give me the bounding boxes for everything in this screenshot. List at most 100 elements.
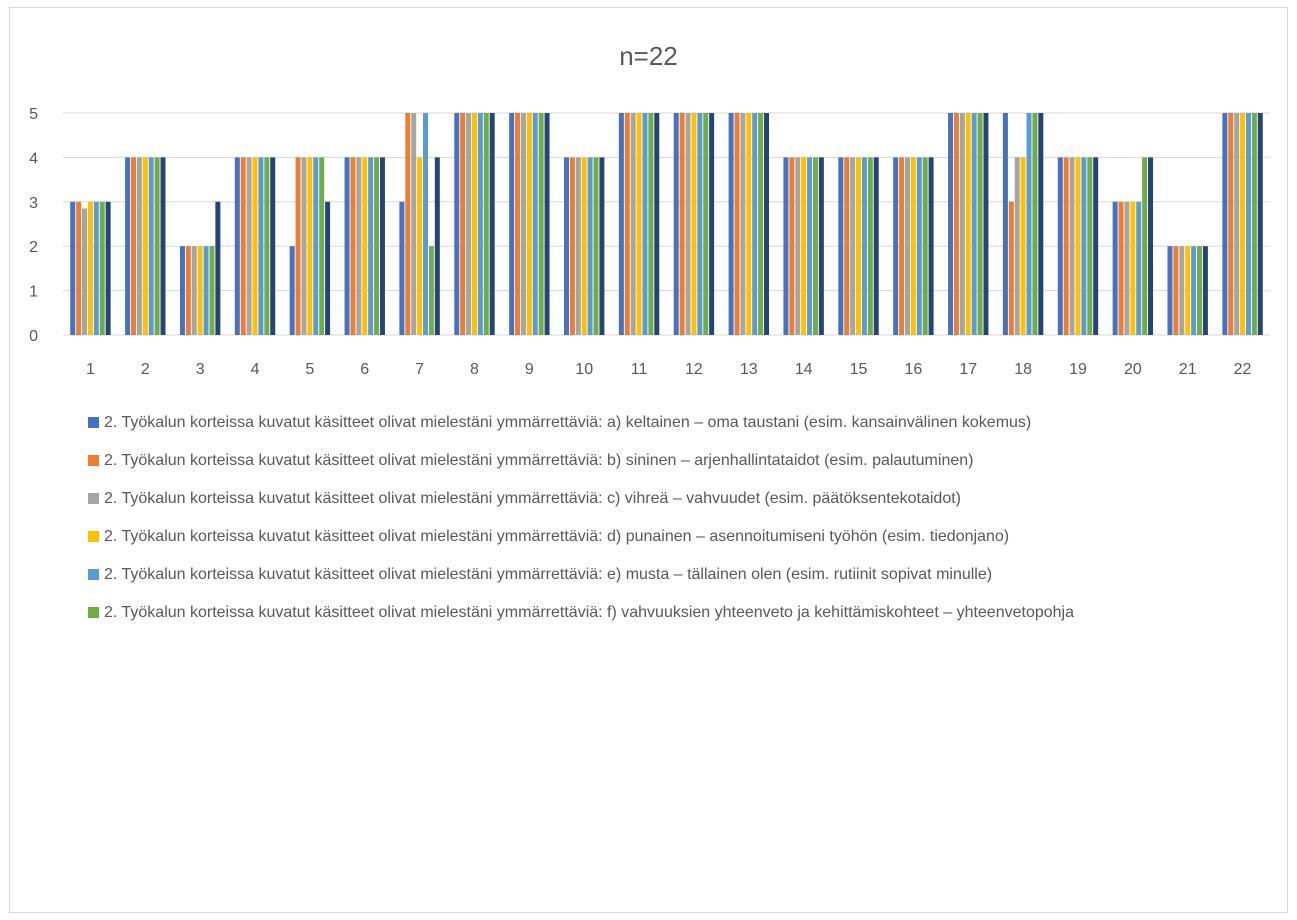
- bar: [209, 246, 215, 335]
- bar: [593, 157, 599, 335]
- bar: [477, 113, 483, 335]
- x-tick-label: 12: [685, 361, 703, 378]
- bar: [581, 157, 587, 335]
- bar: [959, 113, 965, 335]
- x-tick-label: 7: [415, 361, 424, 378]
- bar: [179, 246, 185, 335]
- bar: [812, 157, 818, 335]
- bar: [564, 157, 570, 335]
- legend-item: 2. Työkalun korteissa kuvatut käsitteet …: [88, 524, 1248, 549]
- bar: [1057, 157, 1063, 335]
- bar: [679, 113, 685, 335]
- bar: [1202, 246, 1208, 335]
- bar: [125, 157, 131, 335]
- bar: [185, 246, 191, 335]
- bar: [1032, 113, 1038, 335]
- bar: [374, 157, 380, 335]
- bar: [807, 157, 813, 335]
- bar: [1014, 157, 1020, 335]
- y-tick-label: 3: [29, 195, 38, 212]
- legend: 2. Työkalun korteissa kuvatut käsitteet …: [88, 410, 1248, 638]
- legend-item: 2. Työkalun korteissa kuvatut käsitteet …: [88, 410, 1248, 435]
- bar: [509, 113, 515, 335]
- y-tick-label: 4: [29, 150, 38, 167]
- bar: [423, 113, 429, 335]
- x-tick-label: 9: [525, 361, 534, 378]
- legend-swatch: [88, 607, 99, 618]
- bar: [489, 113, 495, 335]
- bar: [838, 157, 844, 335]
- bar: [1191, 246, 1197, 335]
- bar: [630, 113, 636, 335]
- bar: [856, 157, 862, 335]
- bar: [434, 157, 440, 335]
- bar: [1038, 113, 1044, 335]
- bar: [130, 157, 136, 335]
- bar: [411, 113, 417, 335]
- bar: [783, 157, 789, 335]
- bar: [624, 113, 630, 335]
- bar: [405, 113, 411, 335]
- bar: [93, 201, 99, 335]
- bar: [575, 157, 581, 335]
- bar: [916, 157, 922, 335]
- x-tick-label: 2: [141, 361, 150, 378]
- bar: [454, 113, 460, 335]
- bar: [515, 113, 521, 335]
- y-tick-label: 5: [29, 106, 38, 123]
- legend-swatch: [88, 569, 99, 580]
- bar: [1124, 201, 1130, 335]
- legend-label: 2. Työkalun korteissa kuvatut käsitteet …: [104, 452, 974, 469]
- bar: [252, 157, 258, 335]
- bar: [148, 157, 154, 335]
- bar: [417, 157, 423, 335]
- bar: [899, 157, 905, 335]
- bar: [399, 201, 405, 335]
- y-tick-label: 1: [29, 284, 38, 301]
- x-tick-label: 4: [251, 361, 260, 378]
- bar: [977, 113, 983, 335]
- legend-item: 2. Työkalun korteissa kuvatut käsitteet …: [88, 486, 1248, 511]
- bar: [965, 113, 971, 335]
- bar: [983, 113, 989, 335]
- bar: [691, 113, 697, 335]
- bar: [1093, 157, 1099, 335]
- bar: [258, 157, 264, 335]
- bar: [1136, 201, 1142, 335]
- bar: [70, 201, 76, 335]
- bar: [1118, 201, 1124, 335]
- bar: [861, 157, 867, 335]
- bar: [313, 157, 319, 335]
- bar: [87, 201, 93, 335]
- bar: [740, 113, 746, 335]
- bar: [246, 157, 252, 335]
- bar: [752, 113, 758, 335]
- bar: [728, 113, 734, 335]
- x-tick-label: 21: [1179, 361, 1197, 378]
- legend-label: 2. Työkalun korteissa kuvatut käsitteet …: [104, 490, 961, 507]
- bar: [203, 246, 209, 335]
- bar: [520, 113, 526, 335]
- bar: [1112, 201, 1118, 335]
- bar: [1197, 246, 1203, 335]
- bar: [1173, 246, 1179, 335]
- bar: [910, 157, 916, 335]
- bar: [466, 113, 472, 335]
- bar: [867, 157, 873, 335]
- bar: [379, 157, 385, 335]
- bar: [1020, 157, 1026, 335]
- bar: [746, 113, 752, 335]
- bar: [1008, 201, 1014, 335]
- bar: [673, 113, 679, 335]
- bar: [1240, 113, 1246, 335]
- bar: [105, 201, 111, 335]
- bar: [532, 113, 538, 335]
- x-tick-label: 13: [740, 361, 758, 378]
- bar: [685, 113, 691, 335]
- bar: [873, 157, 879, 335]
- x-tick-label: 5: [305, 361, 314, 378]
- bar: [953, 113, 959, 335]
- bar: [289, 246, 295, 335]
- bar: [526, 113, 532, 335]
